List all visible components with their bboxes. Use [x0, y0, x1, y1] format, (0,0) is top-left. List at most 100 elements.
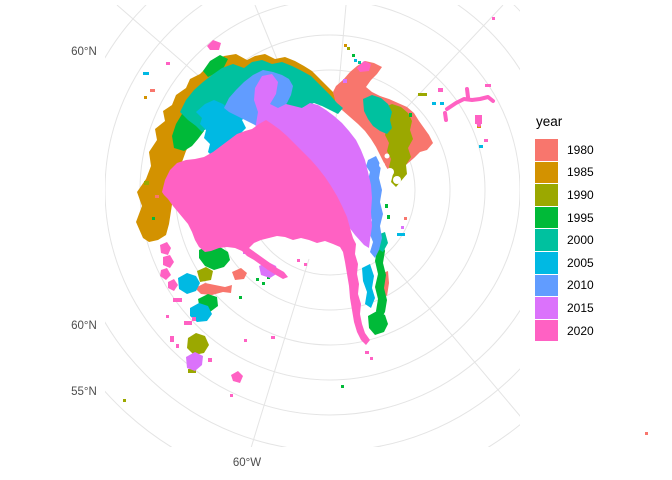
- ice-patch: [197, 267, 213, 282]
- ice-patch: [184, 321, 192, 325]
- ice-patch: [363, 95, 392, 134]
- ice-patch: [479, 145, 483, 148]
- legend-item-2000: 2000: [535, 229, 594, 251]
- legend-item-2010: 2010: [535, 274, 594, 297]
- ice-patch: [343, 79, 347, 83]
- ice-patch: [354, 59, 357, 62]
- ice-patch: [370, 357, 373, 360]
- ice-patch: [492, 17, 495, 20]
- legend-title: year: [536, 114, 563, 129]
- ice-patch: [123, 399, 126, 402]
- ice-patch: [385, 204, 388, 208]
- meridian-line-60W: [250, 258, 310, 447]
- ice-patch: [192, 317, 196, 321]
- ice-patch: [160, 268, 171, 280]
- ice-patch: [230, 394, 233, 397]
- ice-patch: [173, 298, 182, 302]
- ice-patch: [397, 233, 405, 236]
- ice-layer-2020: [160, 17, 495, 397]
- legend-item-2015: 2015: [535, 297, 594, 319]
- ice-2020-core: [162, 120, 370, 345]
- legend-item-label: 2015: [567, 300, 594, 315]
- legend-key-swatch: [535, 297, 558, 319]
- axis-labels: 60°N 60°N 55°N 60°W: [71, 46, 261, 469]
- ice-patch: [232, 268, 247, 280]
- ice-patch: [178, 273, 200, 294]
- ice-patch: [203, 55, 228, 77]
- legend-key-swatch: [535, 139, 558, 161]
- ice-patch: [358, 61, 361, 64]
- legend-key-swatch: [535, 319, 558, 342]
- ice-patch: [645, 432, 648, 435]
- legend-item-1990: 1990: [535, 184, 594, 206]
- legend-key-swatch: [535, 161, 558, 184]
- ice-patch: [440, 102, 444, 105]
- ice-patch: [143, 72, 149, 75]
- ice-patch: [347, 47, 350, 50]
- legend-item-2005: 2005: [535, 251, 594, 274]
- meridian-line: [375, 244, 520, 417]
- legend-item-label: 2020: [567, 323, 594, 338]
- ice-patch: [144, 181, 149, 185]
- ice-patch: [387, 215, 390, 219]
- island: [393, 176, 401, 184]
- ice-patch: [176, 344, 179, 348]
- ice-patch: [344, 44, 347, 47]
- ice-patch: [239, 296, 242, 299]
- axis-label-60W: 60°W: [233, 457, 261, 469]
- legend-item-label: 1995: [567, 210, 594, 225]
- ice-2020-squiggle: [443, 87, 495, 127]
- legend-item-1985: 1985: [535, 161, 594, 184]
- ice-patch: [166, 62, 170, 65]
- legend-key-swatch: [535, 229, 558, 251]
- legend-item-2020: 2020: [535, 319, 594, 342]
- ice-patch: [188, 369, 196, 373]
- ice-patch: [271, 336, 275, 339]
- ice-patch: [163, 255, 174, 268]
- ice-patch: [297, 259, 300, 262]
- ice-patch: [186, 352, 203, 371]
- ice-patch: [170, 336, 174, 342]
- island: [386, 168, 394, 176]
- ice-patch: [432, 102, 436, 105]
- ice-patch: [262, 282, 265, 285]
- ice-patch: [418, 93, 427, 96]
- ice-patch: [168, 279, 178, 291]
- ice-patch: [160, 242, 171, 255]
- legend-item-label: 2000: [567, 233, 594, 248]
- island-holes: [379, 153, 401, 184]
- ice-patch: [404, 217, 407, 220]
- legend-key-swatch: [535, 206, 558, 229]
- ice-patch: [304, 263, 307, 266]
- ice-patch: [341, 385, 344, 388]
- ice-patch: [231, 371, 243, 383]
- ice-patch: [362, 264, 375, 308]
- legend-key-swatch: [535, 251, 558, 274]
- ice-patch: [368, 311, 388, 335]
- legend-item-label: 1990: [567, 187, 594, 202]
- ice-patch: [256, 278, 259, 281]
- legend-item-label: 2010: [567, 278, 594, 293]
- axis-label-60N-bottom: 60°N: [71, 320, 97, 332]
- legend-item-1995: 1995: [535, 206, 594, 229]
- ice-patch: [352, 54, 355, 57]
- axis-label-60N-top: 60°N: [71, 46, 97, 58]
- ice-patch: [155, 195, 159, 198]
- ice-patch: [485, 84, 491, 87]
- ice-patch: [207, 40, 221, 50]
- legend: year 1980 1985 1990 1995 2000 2005 2010 …: [535, 114, 594, 342]
- ice-patch: [475, 115, 482, 124]
- ice-patch: [401, 226, 404, 229]
- ice-patch: [152, 217, 155, 220]
- ice-patch: [438, 88, 443, 92]
- legend-item-1980: 1980: [535, 139, 594, 161]
- ice-patch: [244, 339, 247, 342]
- axis-label-55N: 55°N: [71, 386, 97, 398]
- ice-patch: [208, 358, 212, 362]
- ice-2015-main: [254, 74, 372, 248]
- legend-item-label: 1985: [567, 165, 594, 180]
- ice-patch: [375, 237, 387, 319]
- ice-patch: [187, 333, 209, 355]
